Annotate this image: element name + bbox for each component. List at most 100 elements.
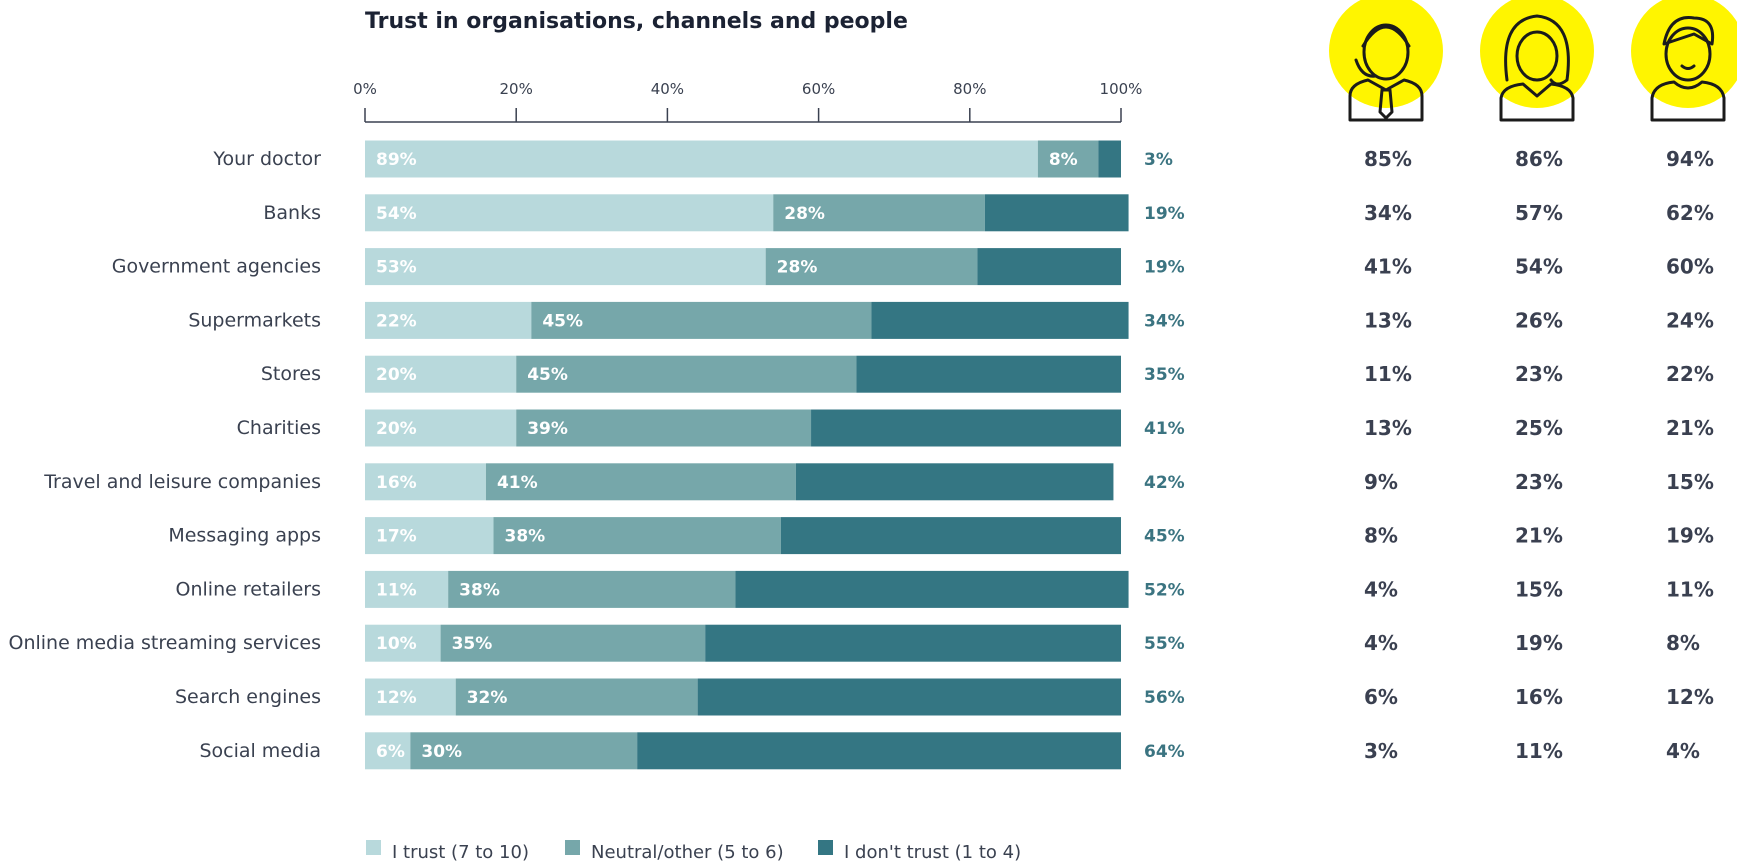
bar-value-label: 41%: [497, 473, 538, 493]
bar-segment: [773, 194, 985, 232]
persona-value: 9%: [1364, 470, 1398, 494]
bar-segment: [795, 463, 1114, 501]
bar-value-label: 54%: [376, 204, 417, 224]
legend: I trust (7 to 10) Neutral/other (5 to 6) I…: [366, 840, 1021, 862]
persona-value: 86%: [1515, 147, 1563, 171]
persona-value: 8%: [1666, 631, 1700, 655]
bar-rows: Your doctor 89% 8% 3%Banks 54% 28% 19%Governme…: [8, 140, 1185, 770]
head-outline: [1515, 30, 1559, 82]
bar-segment: [365, 463, 486, 501]
bar-segment: [365, 732, 411, 770]
bar-row: Banks 54% 28% 19%: [263, 194, 1185, 232]
smile-outline: [1680, 64, 1696, 70]
bar-value-label: 6%: [376, 742, 405, 762]
persona-value: 57%: [1515, 201, 1563, 225]
category-label: Online media streaming services: [8, 632, 321, 654]
bar-value-label: 11%: [376, 580, 417, 600]
x-axis: 0% 20% 40% 60% 80% 100%: [353, 80, 1142, 123]
persona-column: 85% 34% 41% 13% 11% 13% 9% 8% 4% 4% 6% 3%: [1329, 0, 1443, 763]
bar-value-label: 12%: [376, 688, 417, 708]
distrust-value-label: 35%: [1144, 365, 1185, 385]
bar-value-label: 28%: [784, 204, 825, 224]
persona-value: 94%: [1666, 147, 1714, 171]
category-label: Social media: [199, 740, 321, 762]
head-outline: [1362, 23, 1410, 81]
persona-value: 21%: [1666, 416, 1714, 440]
bar-segment: [365, 570, 449, 608]
persona-value: 13%: [1364, 308, 1412, 332]
bar-segment: [493, 517, 781, 555]
persona-value: 62%: [1666, 201, 1714, 225]
bar-value-label: 32%: [467, 688, 508, 708]
bar-segment: [410, 732, 638, 770]
category-label: Travel and leisure companies: [43, 471, 321, 493]
bar-value-label: 30%: [421, 742, 462, 762]
bar-value-label: 20%: [376, 365, 417, 385]
bar-segment: [637, 732, 1121, 770]
bar-segment: [365, 678, 456, 716]
bar-segment: [977, 248, 1121, 286]
bar-value-label: 53%: [376, 258, 417, 278]
persona-columns: 85% 34% 41% 13% 11% 13% 9% 8% 4% 4% 6% 3% 86% 57% 54% 2…: [1329, 0, 1737, 763]
persona-value: 85%: [1364, 147, 1412, 171]
persona-column: 94% 62% 60% 24% 22% 21% 15% 19% 11% 8% 12% 4%: [1631, 0, 1737, 763]
bar-value-label: 45%: [527, 365, 568, 385]
x-tick-label: 40%: [651, 80, 684, 98]
legend-label: I trust (7 to 10): [392, 842, 529, 862]
bar-segment: [1037, 140, 1099, 178]
bar-segment: [448, 570, 736, 608]
man-with-tie-icon: [1329, 0, 1443, 122]
legend-swatch: [565, 840, 580, 855]
bar-row: Travel and leisure companies 16% 41% 42%: [43, 463, 1185, 501]
persona-value: 13%: [1364, 416, 1412, 440]
persona-value: 19%: [1515, 631, 1563, 655]
distrust-value-label: 42%: [1144, 473, 1185, 493]
persona-value: 34%: [1364, 201, 1412, 225]
persona-value: 21%: [1515, 524, 1563, 548]
bar-value-label: 35%: [452, 634, 493, 654]
bar-value-label: 8%: [1049, 150, 1078, 170]
bar-segment: [365, 409, 517, 447]
bar-value-label: 38%: [505, 527, 546, 547]
persona-value: 11%: [1515, 739, 1563, 763]
bar-row: Charities 20% 39% 41%: [237, 409, 1185, 447]
persona-value: 24%: [1666, 308, 1714, 332]
bar-segment: [780, 517, 1121, 555]
bar-segment: [697, 678, 1121, 716]
x-tick-label: 20%: [500, 80, 533, 98]
distrust-value-label: 64%: [1144, 742, 1185, 762]
legend-swatch: [818, 840, 833, 855]
bar-segment: [984, 194, 1129, 232]
bar-value-label: 89%: [376, 150, 417, 170]
bar-row: Government agencies 53% 28% 19%: [112, 248, 1185, 286]
head-outline: [1664, 26, 1712, 82]
hair-outline: [1504, 14, 1570, 86]
bar-segment: [1098, 140, 1121, 178]
persona-value: 15%: [1666, 470, 1714, 494]
bar-segment: [485, 463, 796, 501]
bar-value-label: 16%: [376, 473, 417, 493]
headset-outline: [1354, 58, 1378, 78]
chart-title: Trust in organisations, channels and peo…: [365, 9, 908, 34]
persona-value: 19%: [1666, 524, 1714, 548]
bar-segment: [365, 624, 441, 662]
bar-segment: [705, 624, 1121, 662]
category-label: Search engines: [175, 686, 321, 708]
distrust-value-label: 3%: [1144, 150, 1173, 170]
legend-item: Neutral/other (5 to 6): [565, 840, 784, 862]
bar-value-label: 22%: [376, 311, 417, 331]
persona-value: 41%: [1364, 255, 1412, 279]
bar-segment: [365, 301, 532, 339]
young-man-icon: [1631, 0, 1737, 122]
hair-outline: [1361, 25, 1411, 48]
distrust-value-label: 19%: [1144, 204, 1185, 224]
category-label: Government agencies: [112, 256, 321, 278]
category-label: Charities: [237, 417, 321, 439]
persona-value: 60%: [1666, 255, 1714, 279]
persona-value: 4%: [1364, 577, 1398, 601]
persona-value: 4%: [1666, 739, 1700, 763]
woman-icon: [1480, 0, 1594, 122]
shoulders-outline: [1348, 78, 1424, 122]
legend-label: I don't trust (1 to 4): [844, 842, 1021, 862]
bar-row: Search engines 12% 32% 56%: [175, 678, 1185, 716]
